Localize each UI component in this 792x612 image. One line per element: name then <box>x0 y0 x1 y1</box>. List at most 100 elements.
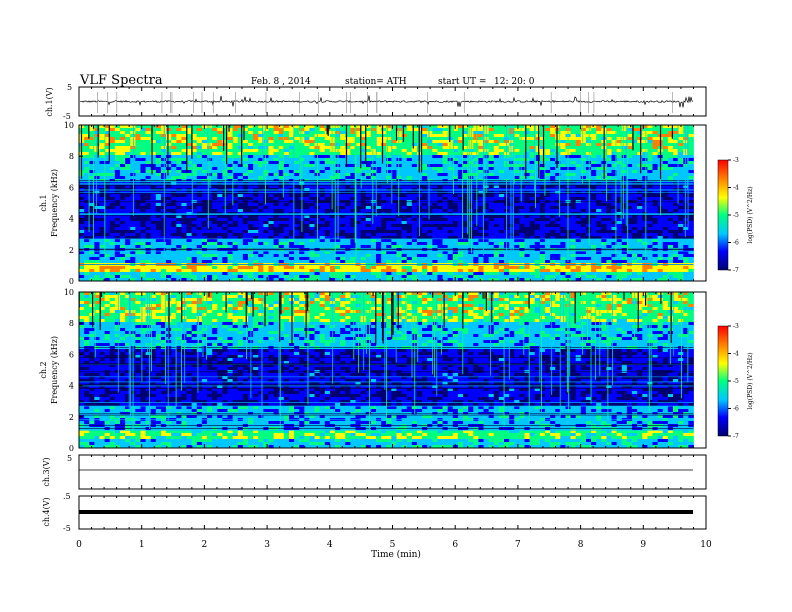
spectrogram-cell <box>560 194 566 198</box>
spectrogram-cell <box>304 185 310 189</box>
spectrogram-cell <box>416 242 423 246</box>
spectrogram-cell <box>130 170 136 174</box>
spectrogram-cell <box>125 215 131 219</box>
spectrogram-cell <box>201 131 208 135</box>
spectrogram-cell <box>99 158 105 162</box>
spectrogram-cell <box>114 221 121 225</box>
spectrogram-cell <box>150 143 157 147</box>
spectrogram-cell <box>140 170 146 174</box>
spectrogram-cell <box>304 230 310 234</box>
spectrogram-cell <box>672 227 679 231</box>
spectrogram-cell <box>498 170 505 174</box>
spectrogram-cell <box>606 176 612 180</box>
spectrogram-cell <box>422 242 428 246</box>
spectrogram-cell <box>217 236 223 240</box>
spectrogram-cell <box>288 185 295 189</box>
spectrogram-cell <box>672 242 679 246</box>
spectrogram-cell <box>683 146 689 150</box>
spectrogram-cell <box>278 125 285 129</box>
spectrogram-cell <box>442 224 449 228</box>
spectrogram-cell <box>391 140 397 144</box>
spectrogram-cell <box>171 221 177 225</box>
spectrogram-cell <box>109 221 116 225</box>
spectrogram-cell <box>688 176 694 180</box>
spectrogram-cell <box>350 236 356 240</box>
spectrogram-cell <box>114 137 121 141</box>
spectrogram-cell <box>463 206 469 210</box>
spectrogram-cell <box>155 167 162 171</box>
spectrogram-cell <box>396 218 402 222</box>
spectrogram-cell <box>237 218 244 222</box>
spectrogram-cell <box>130 206 136 210</box>
spectrogram-cell <box>422 167 428 171</box>
spectrogram-cell <box>683 170 689 174</box>
spectrogram-cell <box>437 167 443 171</box>
spectrogram-cell <box>360 224 367 228</box>
spectrogram-cell <box>493 236 500 240</box>
spectrogram-cell <box>432 125 438 129</box>
spectrogram-cell <box>375 194 382 198</box>
spectrogram-cell <box>304 155 310 159</box>
spectrogram-cell <box>360 140 367 144</box>
spectrogram-cell <box>283 230 290 234</box>
spectrogram-cell <box>150 242 157 246</box>
spectrogram-cell <box>519 194 525 198</box>
spectrogram-cell <box>340 245 346 249</box>
spectrogram-cell <box>391 239 397 243</box>
spectrogram-cell <box>135 233 141 237</box>
spectrogram-cell <box>396 197 402 201</box>
spectrogram-cell <box>360 158 367 162</box>
spectrogram-cell <box>667 206 674 210</box>
spectrogram-cell <box>114 227 121 231</box>
spectrogram-cell <box>130 173 136 177</box>
spectrogram-cell <box>370 215 377 219</box>
spectrogram-cell <box>99 236 105 240</box>
spectrogram-cell <box>519 158 525 162</box>
spectrogram-cell <box>616 218 623 222</box>
spectrogram-cell <box>273 227 280 231</box>
spectrogram-cell <box>447 185 454 189</box>
spectrogram-cell <box>232 137 239 141</box>
spectrogram-cell <box>181 152 187 156</box>
spectrogram-cell <box>365 125 372 129</box>
spectrogram-cell <box>422 239 428 243</box>
spectrogram-cell <box>519 176 525 180</box>
spectrogram-cell <box>283 245 290 249</box>
spectrogram-cell <box>601 230 607 234</box>
spectrogram-cell <box>585 125 592 129</box>
spectrogram-cell <box>457 245 464 249</box>
spectrogram-cell <box>227 131 234 135</box>
spectrogram-cell <box>253 206 259 210</box>
spectrogram-cell <box>442 164 449 168</box>
spectrogram-cell <box>278 203 285 207</box>
spectrogram-cell <box>427 155 433 159</box>
spectrogram-cell <box>294 167 300 171</box>
spectrogram-cell <box>345 197 351 201</box>
spectrogram-cell <box>534 185 541 189</box>
spectrogram-cell <box>391 242 397 246</box>
spectrogram-cell <box>360 164 367 168</box>
spectrogram-cell <box>406 218 413 222</box>
spectrogram-cell <box>406 149 413 153</box>
spectrogram-cell <box>237 170 244 174</box>
spectrogram-cell <box>273 245 280 249</box>
spectrogram-cell <box>606 140 612 144</box>
spectrogram-cell <box>370 128 377 132</box>
spectrogram-cell <box>381 170 387 174</box>
spectrogram-cell <box>258 134 264 138</box>
spectrogram-cell <box>135 131 141 135</box>
spectrogram-cell <box>606 236 612 240</box>
spectrogram-cell <box>550 221 556 225</box>
spectrogram-cell <box>667 164 674 168</box>
spectrogram-cell <box>109 224 116 228</box>
spectrogram-cell <box>375 128 382 132</box>
spectrogram-cell <box>268 167 274 171</box>
spectrogram-cell <box>447 218 454 222</box>
spectrogram-cell <box>585 224 592 228</box>
spectrogram-cell <box>437 152 443 156</box>
spectrogram-cell <box>601 245 607 249</box>
spectrogram-cell <box>544 137 551 141</box>
spectrogram-cell <box>242 134 249 138</box>
spectrogram-cell <box>509 197 515 201</box>
spectrogram-cell <box>283 164 290 168</box>
